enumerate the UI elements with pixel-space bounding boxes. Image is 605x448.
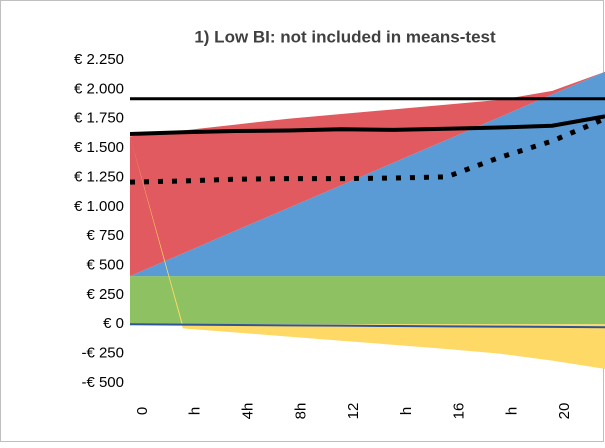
y-tick-label: € 1.750	[74, 110, 124, 127]
x-tick-label: h	[187, 407, 204, 415]
y-tick-label: € 0	[103, 315, 124, 332]
y-tick-label: -€ 250	[81, 345, 124, 362]
line	[129, 323, 605, 329]
chart-title: 1) Low BI: not included in means-test	[194, 27, 496, 46]
y-tick-label: € 1.250	[74, 168, 124, 185]
x-tick-label: 12	[345, 403, 362, 420]
x-tick-label: 16	[451, 403, 468, 420]
area	[130, 136, 605, 369]
y-tick-label: € 1.500	[74, 139, 124, 156]
y-tick-label: € 1.000	[74, 198, 124, 215]
x-tick-label: 0	[134, 407, 151, 415]
y-tick-label: -€ 500	[81, 374, 124, 391]
y-tick-label: € 500	[86, 257, 124, 274]
x-tick-label: h	[398, 407, 415, 415]
area	[130, 71, 605, 277]
area	[130, 276, 605, 325]
x-tick-label: 4h	[240, 403, 257, 420]
x-tick-label: 20	[556, 403, 573, 420]
y-tick-label: € 250	[86, 286, 124, 303]
x-tick-label: h	[503, 407, 520, 415]
x-tick-label: 8h	[292, 403, 309, 420]
y-tick-label: € 2.000	[74, 80, 124, 97]
y-tick-label: € 2.250	[74, 51, 124, 68]
line	[129, 114, 605, 136]
y-tick-label: € 750	[86, 227, 124, 244]
